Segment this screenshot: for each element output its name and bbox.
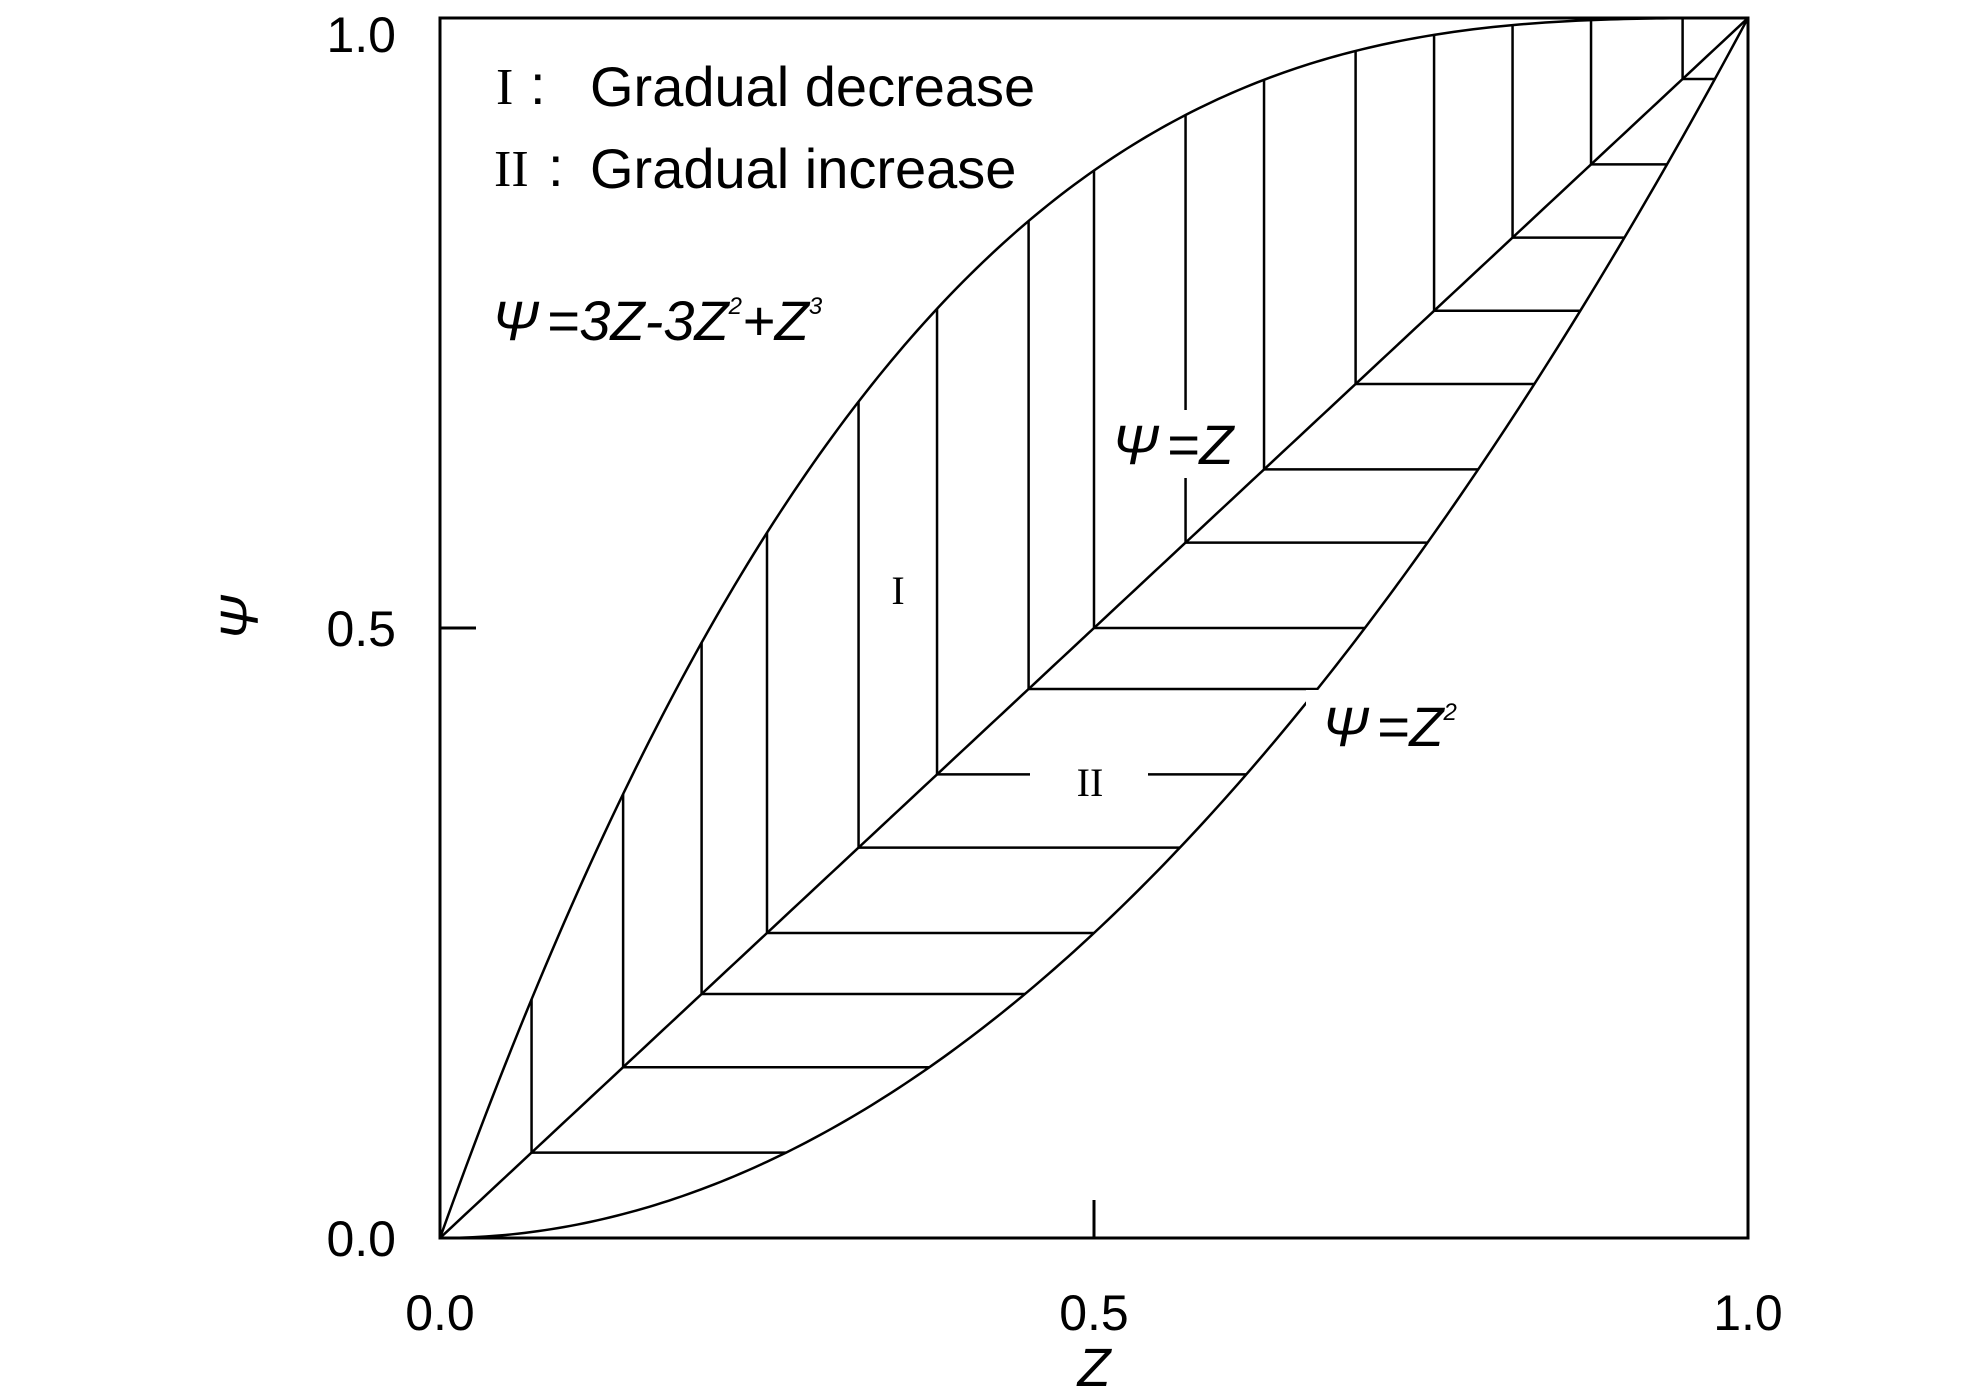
legend: I : Gradual decrease II : Gradual increa… xyxy=(494,53,1035,200)
x-tick-label-1: 0.5 xyxy=(1059,1285,1129,1341)
legend-symbol-1: I xyxy=(496,59,513,116)
formula-upper-t2: +Z xyxy=(742,289,811,352)
formula-mid-lhs: Ψ xyxy=(1112,413,1160,476)
y-axis-label: Ψ xyxy=(210,594,270,640)
formula-lower-t0: Z xyxy=(1407,695,1445,758)
svg-text:II: II xyxy=(1077,760,1104,805)
legend-text-1: Gradual decrease xyxy=(590,55,1035,118)
formula-lower-lhs: Ψ xyxy=(1322,695,1370,758)
legend-symbol-2: II xyxy=(494,141,529,198)
formula-upper-eq: = xyxy=(547,289,580,352)
formula-upper-lhs: Ψ xyxy=(492,289,540,352)
axis-ticks xyxy=(440,626,1096,1238)
y-tick-label-1: 0.5 xyxy=(326,601,396,657)
svg-text:Ψ=Z: Ψ =Z xyxy=(1112,413,1235,476)
formula-lower-eq: = xyxy=(1377,695,1410,758)
label-upper-curve: Ψ =3Z-3Z2+Z3 xyxy=(470,280,850,360)
formula-upper-t1: 2 xyxy=(728,293,742,320)
formula-upper-t3: 3 xyxy=(809,293,823,320)
svg-text:I: I xyxy=(891,568,904,613)
formula-lower-t1: 2 xyxy=(1442,699,1456,726)
y-tick-label-2: 1.0 xyxy=(326,7,396,63)
y-tick-label-0: 0.0 xyxy=(326,1211,396,1267)
x-tick-label-2: 1.0 xyxy=(1713,1285,1783,1341)
svg-text:Ψ=Z2: Ψ =Z2 xyxy=(1322,695,1457,758)
series-line-1 xyxy=(439,17,1749,1239)
formula-mid-eq: = xyxy=(1167,413,1200,476)
legend-text-2: Gradual increase xyxy=(590,137,1016,200)
legend-colon-2: : xyxy=(548,135,564,198)
svg-text:Ψ=3Z-3Z2+Z3: Ψ =3Z-3Z2+Z3 xyxy=(492,289,823,352)
x-tick-label-0: 0.0 xyxy=(405,1285,475,1341)
series-line-0 xyxy=(438,16,1748,1239)
label-diagonal: Ψ =Z xyxy=(1100,410,1250,478)
legend-colon-1: : xyxy=(530,53,546,116)
series-line-2 xyxy=(439,17,1750,1240)
region-label-II: II xyxy=(1030,752,1148,812)
formula-mid-t0: Z xyxy=(1197,413,1235,476)
label-lower-curve: Ψ =Z2 xyxy=(1306,690,1486,766)
region-label-I: I xyxy=(876,560,920,616)
x-axis-label: Z xyxy=(1076,1338,1113,1394)
series-layer xyxy=(438,16,1750,1240)
formula-upper-t0: 3Z-3Z xyxy=(579,289,730,352)
